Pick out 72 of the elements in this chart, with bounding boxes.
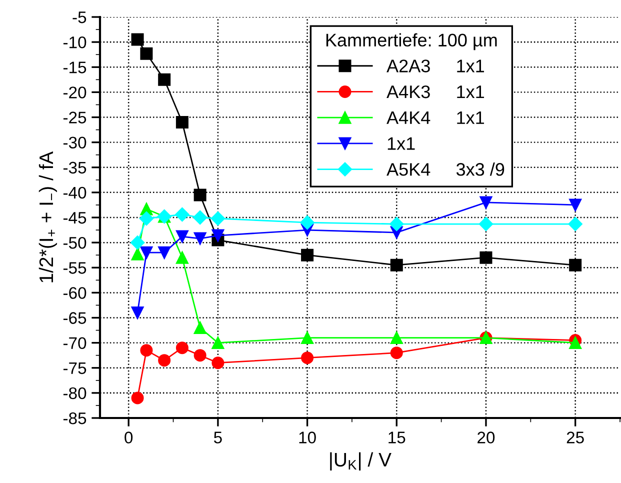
- point: [140, 47, 153, 60]
- point: [158, 246, 171, 259]
- point: [212, 356, 224, 370]
- point: [176, 230, 188, 243]
- legend-title: Kammertiefe: 100 µm: [326, 33, 497, 50]
- y-tick-label: -70: [63, 337, 86, 350]
- legend-label: A4K3 1x1: [386, 85, 484, 98]
- x-tick-label: 5: [214, 432, 222, 444]
- point: [192, 210, 208, 225]
- legend-label: A2A3 1x1: [386, 60, 484, 72]
- point: [569, 258, 582, 272]
- x-tick-label: 0: [124, 432, 133, 444]
- y-tick-label: -65: [63, 312, 86, 324]
- point: [140, 246, 153, 259]
- point: [480, 251, 492, 264]
- point: [131, 306, 144, 319]
- point: [301, 332, 314, 344]
- y-tick-label: -85: [63, 412, 86, 424]
- x-tick-label: 15: [388, 432, 406, 444]
- point: [478, 216, 494, 232]
- point: [212, 336, 224, 350]
- y-axis-title: 1/2*(I$_{+}$ + I$_{−}$) / fA: [38, 151, 58, 282]
- y-tick-label: -25: [63, 112, 86, 124]
- point: [301, 352, 314, 364]
- point: [390, 216, 404, 232]
- point: [131, 33, 144, 46]
- point: [158, 354, 171, 367]
- y-tick-label: -50: [63, 236, 86, 249]
- point: [176, 116, 188, 129]
- x-tick-label: 20: [478, 432, 495, 444]
- point: [194, 349, 206, 362]
- x-tick-label: 10: [299, 432, 316, 444]
- legend-label: A5K4 3x3 /9: [386, 162, 504, 176]
- y-tick-label: -80: [63, 387, 86, 400]
- point: [390, 332, 403, 344]
- legend-label: 1x1: [388, 137, 415, 150]
- point: [140, 344, 153, 357]
- point: [390, 258, 403, 272]
- y-tick-label: -15: [63, 62, 86, 74]
- point: [158, 73, 171, 86]
- y-tick-label: -45: [63, 212, 86, 224]
- x-axis-title: |U$_{K}$| / V: [330, 452, 392, 470]
- point: [301, 248, 314, 262]
- y-tick-label: -35: [63, 162, 86, 174]
- y-tick-label: -75: [63, 362, 86, 374]
- point: [480, 196, 492, 209]
- point: [300, 215, 314, 230]
- point: [390, 346, 403, 360]
- point: [212, 229, 224, 242]
- point: [175, 207, 190, 222]
- point: [568, 216, 582, 232]
- point: [194, 188, 206, 202]
- y-tick-label: -40: [63, 186, 86, 199]
- y-tick-label: -30: [63, 136, 86, 149]
- y-tick-label: -5: [72, 12, 86, 24]
- point: [130, 235, 145, 250]
- point: [176, 251, 188, 264]
- legend-label: A4K4 1x1: [386, 111, 484, 124]
- point: [176, 342, 188, 354]
- point: [194, 232, 206, 245]
- point: [569, 336, 582, 350]
- point: [194, 322, 206, 334]
- point: [131, 392, 144, 404]
- point: [210, 211, 226, 226]
- y-tick-label: -55: [63, 262, 86, 274]
- point: [131, 248, 144, 260]
- y-tick-label: -60: [63, 287, 86, 299]
- x-tick-label: 25: [566, 432, 584, 444]
- y-tick-label: -10: [63, 36, 86, 48]
- point: [139, 211, 154, 226]
- point: [569, 198, 582, 212]
- y-tick-label: -20: [63, 86, 86, 98]
